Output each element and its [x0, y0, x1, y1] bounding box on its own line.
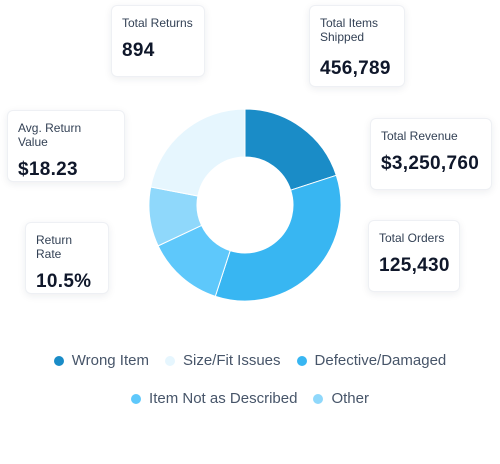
total-revenue-label: Total Revenue [381, 129, 458, 143]
legend-label: Wrong Item [71, 352, 149, 369]
legend-swatch-icon [53, 355, 64, 366]
avg-return-value-value: $18.23 [18, 159, 78, 180]
legend-row-2: Item Not as Described Other [0, 390, 500, 407]
total-orders-card: Total Orders 125,430 [368, 220, 460, 292]
legend-row-1: Wrong Item Size/Fit Issues Defective/Damag… [0, 352, 500, 369]
return-rate-label: Return Rate [36, 233, 73, 261]
legend-swatch-icon [296, 355, 307, 366]
total-orders-value: 125,430 [379, 255, 450, 276]
legend-item-size-fit-issues: Size/Fit Issues [164, 352, 281, 369]
legend-label: Size/Fit Issues [182, 352, 281, 369]
legend-swatch-icon [313, 393, 324, 404]
return-reasons-donut-chart [148, 108, 342, 302]
legend-label: Item Not as Described [149, 390, 298, 407]
legend-swatch-icon [131, 393, 142, 404]
avg-return-value-card: Avg. Return Value $18.23 [7, 110, 125, 182]
legend-label: Defective/Damaged [314, 352, 447, 369]
donut-slice-wrong-item [244, 108, 337, 191]
total-items-shipped-card: Total Items Shipped 456,789 [309, 5, 405, 87]
return-rate-card: Return Rate 10.5% [25, 222, 109, 294]
donut-slice-defective-damaged [214, 174, 342, 302]
legend-item-other: Other [313, 390, 369, 407]
avg-return-value-label: Avg. Return Value [18, 121, 82, 149]
legend-item-wrong-item: Wrong Item [53, 352, 149, 369]
total-returns-label: Total Returns [122, 16, 193, 30]
legend-swatch-icon [164, 355, 175, 366]
legend-label: Other [331, 390, 369, 407]
total-revenue-card: Total Revenue $3,250,760 [370, 118, 492, 190]
total-returns-value: 894 [122, 40, 155, 61]
donut-slices [148, 108, 342, 302]
return-rate-value: 10.5% [36, 271, 92, 292]
total-revenue-value: $3,250,760 [381, 153, 480, 174]
total-items-shipped-label: Total Items Shipped [320, 16, 379, 44]
legend-item-defective-damaged: Defective/Damaged [296, 352, 447, 369]
total-orders-label: Total Orders [379, 231, 445, 245]
donut-slice-size-fit-issues [150, 108, 246, 197]
total-returns-card: Total Returns 894 [111, 5, 205, 77]
legend-item-item-not-as-described: Item Not as Described [131, 390, 297, 407]
total-items-shipped-value: 456,789 [320, 58, 391, 79]
